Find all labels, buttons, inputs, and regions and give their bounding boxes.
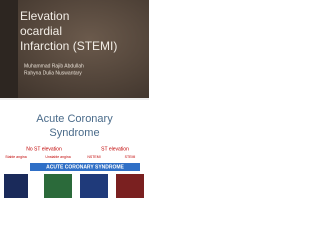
slide-1: Elevation ocardial Infarction (STEMI) Mu… xyxy=(0,0,149,98)
slide-2: Acute Coronary Syndrome No ST elevation … xyxy=(0,100,149,198)
title: Syndrome xyxy=(49,127,99,139)
type-label: Stable angina xyxy=(5,155,26,159)
image xyxy=(4,174,28,198)
banner xyxy=(30,163,140,171)
group-label: ST elevation xyxy=(101,146,129,152)
type-label: NSTEMI xyxy=(87,155,100,159)
title: Elevation xyxy=(20,9,69,23)
author: Muhammad Rajib Abdullah xyxy=(24,63,84,69)
title: Infarction (STEMI) xyxy=(20,39,117,53)
slide-background xyxy=(0,0,149,98)
image-strip xyxy=(0,0,18,98)
title: Acute Coronary xyxy=(36,113,113,125)
banner-text: ACUTE CORONARY SYNDROME xyxy=(46,164,124,170)
screenshot: Elevation ocardial Infarction (STEMI) Mu… xyxy=(0,0,149,198)
image xyxy=(44,174,72,198)
author: Rahyna Dulia Nuswantary xyxy=(24,70,82,76)
title: ocardial xyxy=(20,24,62,38)
image xyxy=(116,174,144,198)
group-label: No ST elevation xyxy=(26,146,62,152)
image xyxy=(80,174,108,198)
type-label: Unstable angina xyxy=(45,155,70,159)
type-label: STEMI xyxy=(125,155,136,159)
page: Elevation ocardial Infarction (STEMI) Mu… xyxy=(0,0,149,198)
